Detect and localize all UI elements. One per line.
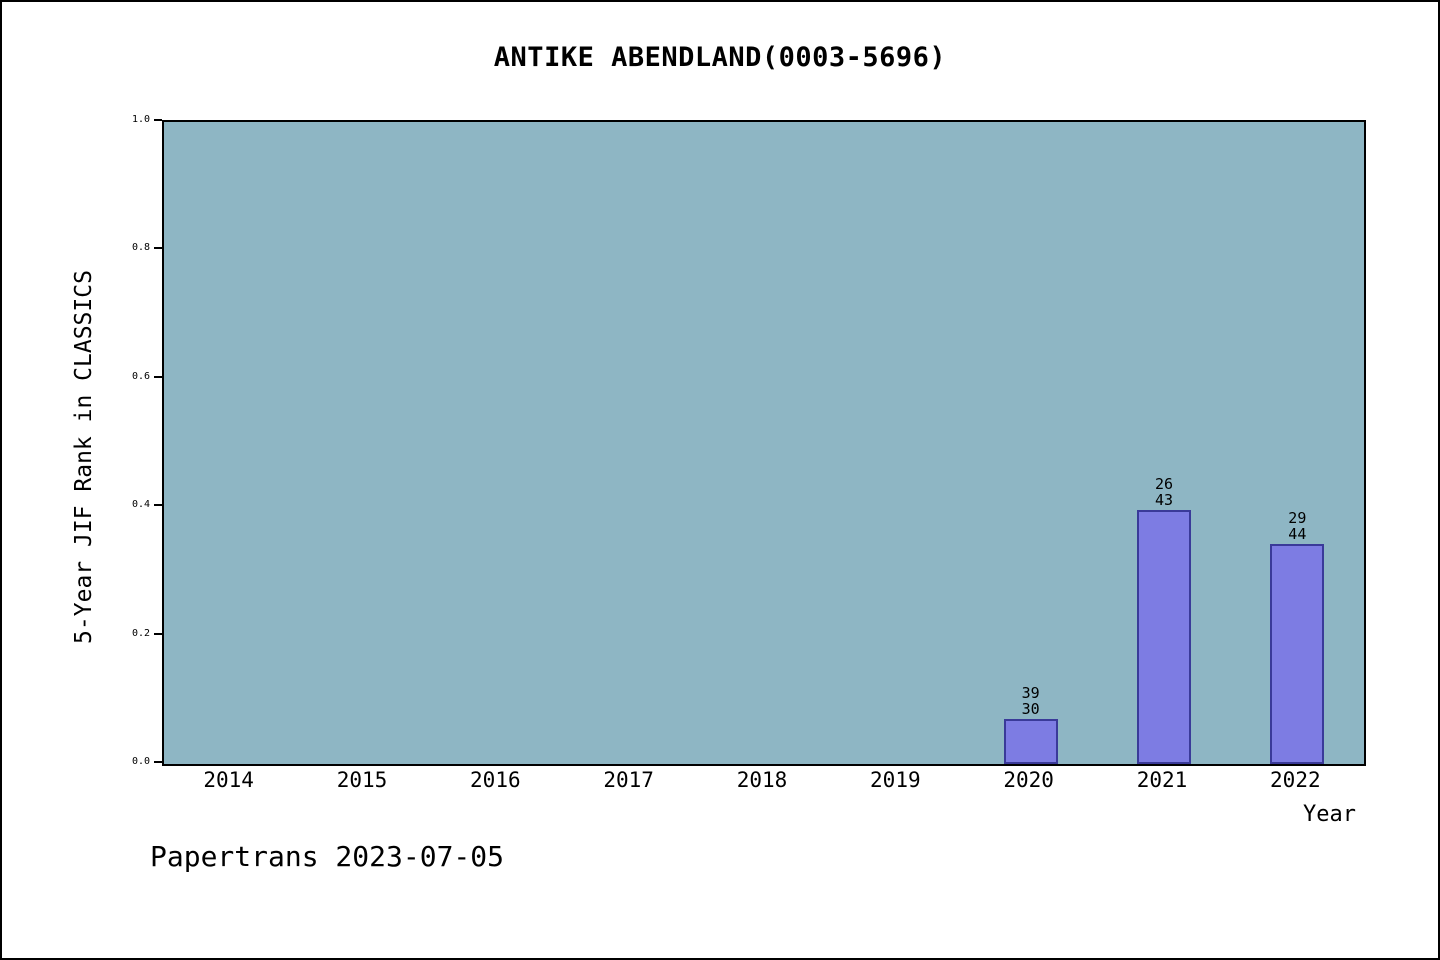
bar-value-label-2020: 39 30 [986,685,1076,717]
bar-value-label-2022: 29 44 [1252,510,1342,542]
bar-value-line: 30 [1021,700,1040,719]
x-tick-label: 2022 [1270,768,1321,792]
y-tick-label: 0.2 [131,627,150,639]
bar-2022 [1270,544,1325,764]
bar-2021 [1137,510,1191,764]
y-tick-label: 0.8 [131,242,150,254]
y-tick-mark [154,632,162,635]
x-tick-label: 2015 [336,768,388,792]
y-tick-label: 1.0 [131,114,150,125]
bar-value-line: 26 [1154,475,1174,494]
x-tick-label: 2016 [470,768,521,792]
y-tick-mark [154,247,162,250]
plot-area: 39 30 26 43 29 44 [162,120,1366,766]
bar-value-line: 44 [1288,525,1307,544]
x-axis-label: Year [1303,802,1356,827]
bar-value-line: 43 [1154,491,1174,510]
x-tick-label: 2017 [603,768,654,792]
bar-value-label-2021: 26 43 [1119,476,1209,508]
y-tick-label: 0.6 [131,370,150,382]
y-tick-label: 0.0 [131,756,150,767]
y-tick-mark [154,375,162,378]
y-tick-mark [154,119,162,121]
y-tick-mark [154,504,162,507]
y-tick-mark [154,761,162,763]
watermark-text: Papertrans 2023-07-05 [150,840,505,873]
x-tick-label: 2020 [1003,768,1054,792]
x-tick-label: 2021 [1136,768,1188,792]
y-tick-label: 0.4 [131,499,150,511]
x-tick-label: 2014 [203,768,254,792]
x-tick-label: 2019 [870,768,921,792]
bar-value-line: 39 [1021,684,1040,703]
chart-title: ANTIKE ABENDLAND(0003-5696) [493,42,947,73]
bar-2020 [1003,719,1058,764]
y-axis-label: 5-Year JIF Rank in CLASSICS [71,270,97,644]
x-tick-label: 2018 [736,768,788,792]
bar-value-line: 29 [1288,509,1307,528]
